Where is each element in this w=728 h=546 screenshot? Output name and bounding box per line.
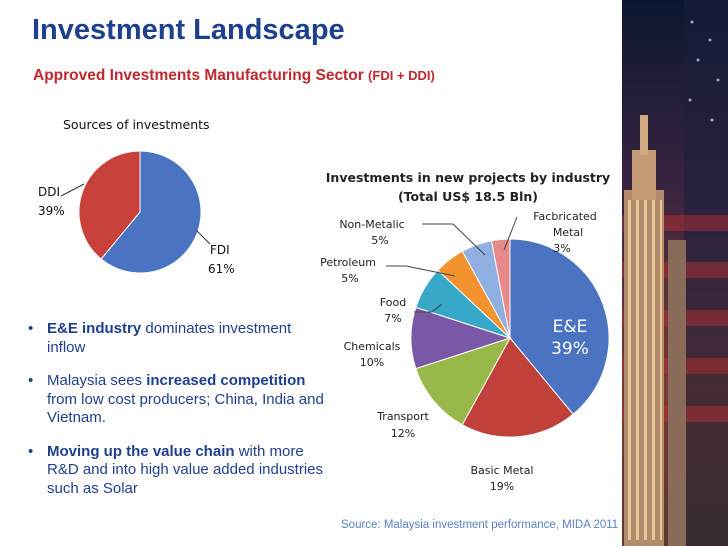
bullet-dot: • [28, 372, 34, 389]
value-fabricated-metal: 3% [553, 242, 570, 255]
nonmetalic-leader-line [422, 223, 486, 256]
industry-chart-subtitle: (Total US$ 18.5 Bln) [398, 189, 538, 204]
label-food: Food [380, 296, 406, 309]
ddi-leader-line [60, 183, 85, 197]
industry-slice-facbricated-metal [490, 238, 511, 339]
value-transport: 12% [391, 427, 415, 440]
label-nonmetalic: Non-Metalic [339, 218, 404, 231]
ddi-label: DDI [38, 185, 60, 199]
slide-subtitle: Approved Investments Manufacturing Secto… [33, 67, 435, 85]
label-chemicals: Chemicals [344, 340, 401, 353]
value-ee: 39% [551, 339, 589, 359]
sources-pie-chart: Sources of investments DDI 39% FDI 61% [38, 117, 235, 276]
industry-slice-e-e [509, 238, 610, 415]
slide-title: Investment Landscape [32, 14, 345, 46]
source-note: Source: Malaysia investment performance,… [341, 519, 619, 531]
city-skyline-image [622, 0, 728, 546]
subtitle-main: Approved Investments Manufacturing Secto… [33, 67, 364, 84]
industry-pie-chart: Investments in new projects by industry … [320, 170, 610, 493]
sources-slice-fdi [100, 150, 202, 274]
bullet-value-chain: • Moving up the value chain with more R&D… [28, 442, 324, 497]
fabricated-leader-line [503, 216, 518, 251]
label-petroleum: Petroleum [320, 256, 376, 269]
subtitle-suffix: (FDI + DDI) [368, 68, 435, 83]
industry-slice-basic-metal [461, 337, 574, 438]
bullet-dot: • [28, 320, 34, 337]
industry-slice-transport [415, 337, 512, 426]
label-transport: Transport [376, 410, 429, 423]
sources-chart-title: Sources of investments [63, 117, 210, 132]
label-ee: E&E [553, 317, 588, 337]
industry-chart-title: Investments in new projects by industry [326, 170, 610, 185]
ddi-value: 39% [38, 204, 65, 218]
value-chemicals: 10% [360, 356, 384, 369]
petroleum-leader-line [386, 265, 456, 277]
value-food: 7% [384, 312, 401, 325]
value-basic-metal: 19% [490, 480, 514, 493]
food-leader-line [414, 303, 443, 313]
fdi-leader-line [195, 229, 211, 245]
bullet-list: • E&E industry dominates investment inflo… [28, 320, 328, 513]
bullet-ee-industry: • E&E industry dominates investment inflo… [28, 320, 292, 356]
value-petroleum: 5% [341, 272, 358, 285]
city-photo-panel [622, 0, 728, 546]
label-fabricated-metal-2: Metal [553, 226, 583, 239]
label-fabricated-metal: Facbricated [533, 210, 597, 223]
bullet-competition: • Malaysia sees increased competition fro… [28, 372, 324, 426]
fdi-value: 61% [208, 262, 235, 276]
fdi-label: FDI [210, 243, 230, 257]
label-basic-metal: Basic Metal [471, 464, 534, 477]
value-nonmetalic: 5% [371, 234, 388, 247]
bullet-dot: • [28, 442, 34, 460]
sources-slice-ddi [78, 150, 141, 260]
